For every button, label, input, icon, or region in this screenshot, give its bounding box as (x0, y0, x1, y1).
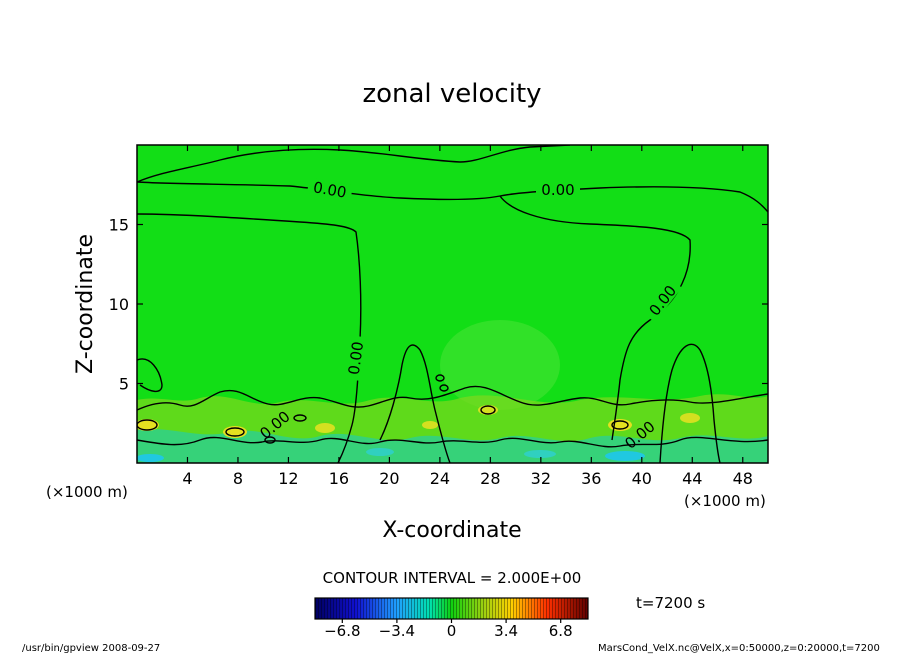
contour-right-descending (499, 195, 691, 441)
footer-left: /usr/bin/gpview 2008-09-27 (22, 643, 160, 654)
x-axis: 4 8 12 16 20 24 28 32 36 40 44 48 (182, 145, 753, 488)
x-tick-label: 40 (632, 469, 652, 488)
contour-band-a (137, 385, 768, 411)
x-tick-label: 24 (430, 469, 450, 488)
colorbar-stripes (315, 598, 588, 619)
y-axis: 5 10 15 (109, 216, 768, 394)
x-tick-label: 36 (581, 469, 601, 488)
colorbar-tick-label: −6.8 (324, 622, 360, 640)
y-tick-label: 15 (109, 216, 129, 235)
x-tick-label: 32 (531, 469, 551, 488)
contour-right-ridge (659, 343, 721, 463)
contour-lines (137, 145, 768, 463)
plot-area: 0.00 0.00 0.00 0.00 0.00 0.00 (136, 144, 769, 464)
chart-title: zonal velocity (362, 79, 541, 109)
x-tick-label: 12 (278, 469, 298, 488)
x-tick-label: 8 (233, 469, 243, 488)
contour-left-descending (137, 213, 362, 463)
y-tick-label: 10 (109, 295, 129, 314)
colorbar-tick-label: 0 (447, 622, 457, 640)
contour-interval-label: CONTOUR INTERVAL = 2.000E+00 (323, 569, 582, 587)
footer-right: MarsCond_VelX.nc@VelX,x=0:50000,z=0:2000… (598, 643, 880, 654)
colorbar-tick-label: 6.8 (549, 622, 573, 640)
x-tick-label: 16 (329, 469, 349, 488)
contour-band-b (137, 436, 768, 448)
contour-label: 0.00 (345, 340, 367, 376)
x-tick-label: 28 (480, 469, 500, 488)
y-axis-label: Z-coordinate (73, 234, 98, 374)
time-label: t=7200 s (636, 594, 705, 612)
x-tick-label: 4 (182, 469, 192, 488)
field-shading (137, 320, 768, 463)
colorbar-tick-label: −3.4 (379, 622, 415, 640)
x-axis-label: X-coordinate (382, 518, 521, 543)
contour-upper (137, 181, 768, 213)
x-tick-label: 20 (379, 469, 399, 488)
contour-label: 0.00 (312, 178, 348, 202)
contour-top (137, 145, 571, 183)
colorbar-tick-label: 3.4 (494, 622, 518, 640)
y-tick-label: 5 (119, 375, 129, 394)
x-tick-label: 44 (682, 469, 702, 488)
contour-mid-ridge (379, 344, 451, 463)
contour-label: 0.00 (541, 181, 574, 199)
colorbar: −6.8 −3.4 0 3.4 6.8 (314, 597, 589, 640)
x-unit-note-right: (×1000 m) (684, 492, 766, 510)
contour-left-loop (137, 358, 163, 393)
x-unit-note-left: (×1000 m) (46, 483, 128, 501)
x-tick-label: 48 (733, 469, 753, 488)
